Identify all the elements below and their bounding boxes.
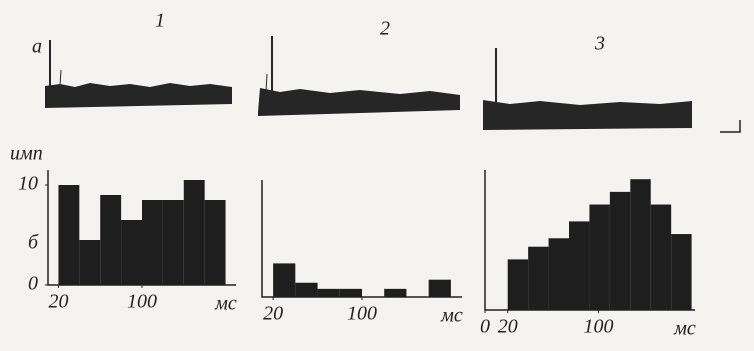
x-tick-label: 20 <box>263 303 283 325</box>
bar <box>318 289 340 297</box>
bar <box>429 280 451 297</box>
bar <box>79 240 100 285</box>
oscillograms <box>45 36 740 132</box>
panel-label: б <box>28 232 39 254</box>
bar <box>384 289 406 297</box>
panel-label: а <box>32 36 42 58</box>
x-tick-label: 100 <box>347 303 377 325</box>
bar <box>589 205 609 310</box>
bar <box>508 259 528 310</box>
bar <box>671 234 691 310</box>
x-tick-label: 0 <box>480 316 490 338</box>
bar <box>610 192 630 310</box>
panel-number: 1 <box>155 10 165 32</box>
y-axis-label: имп <box>10 143 43 165</box>
bar <box>528 247 548 310</box>
bar <box>121 220 142 285</box>
y-tick-label: 10 <box>18 173 38 195</box>
panel-number: 3 <box>594 33 605 55</box>
bar <box>100 195 121 285</box>
bar <box>549 238 569 310</box>
x-axis-label: мс <box>440 305 463 327</box>
bar <box>142 200 163 285</box>
bar <box>651 205 671 310</box>
panel-number: 2 <box>380 18 390 40</box>
y-tick-label: 0 <box>28 273 38 295</box>
x-tick-label: 100 <box>584 316 614 338</box>
bar <box>58 185 79 285</box>
x-tick-label: 100 <box>127 291 157 313</box>
bar <box>340 289 362 297</box>
x-axis-label: мс <box>214 293 237 315</box>
bar <box>569 221 589 310</box>
bar <box>205 200 226 285</box>
bar <box>184 180 205 285</box>
x-tick-label: 20 <box>48 291 68 313</box>
bar <box>273 263 295 297</box>
bar <box>630 179 650 310</box>
x-tick-label: 20 <box>498 316 518 338</box>
bar <box>163 200 184 285</box>
figure: а б 1 20 100 0 10 мс имп 2 20 100 мс 3 0 20 100 мс <box>0 0 754 351</box>
bar <box>295 283 317 297</box>
x-axis-label: мс <box>673 318 696 340</box>
